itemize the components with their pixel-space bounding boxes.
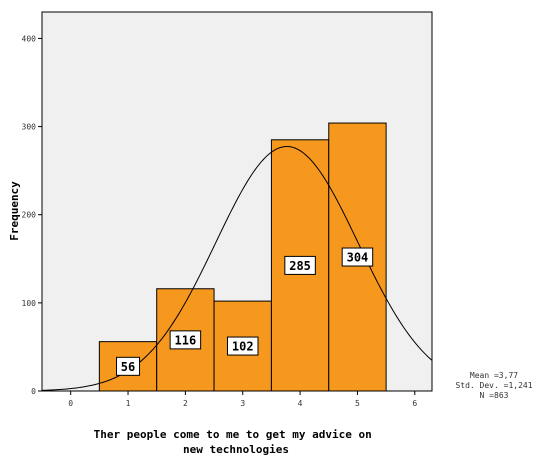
x-axis: 0 1 2 3 4 5 6 bbox=[68, 391, 417, 408]
data-label-4: 285 bbox=[284, 255, 316, 275]
data-label-2: 116 bbox=[169, 330, 202, 350]
data-label-text: 304 bbox=[347, 251, 369, 265]
x-axis-title-line-2: new technologies bbox=[183, 443, 289, 456]
y-tick-label: 300 bbox=[22, 123, 37, 132]
x-tick-label: 1 bbox=[126, 399, 131, 408]
y-tick-label: 200 bbox=[22, 211, 37, 220]
data-label-text: 56 bbox=[121, 360, 135, 374]
y-tick-label: 100 bbox=[22, 299, 37, 308]
x-axis-title-line-1: Ther people come to me to get my advice … bbox=[94, 428, 372, 441]
data-label-text: 116 bbox=[175, 333, 197, 347]
data-label-1: 56 bbox=[116, 356, 141, 376]
x-tick-label: 2 bbox=[183, 399, 188, 408]
data-label-box bbox=[341, 247, 374, 267]
stat-n: N =863 bbox=[479, 391, 509, 400]
x-tick-label: 4 bbox=[298, 399, 303, 408]
data-labels-group: 56 116 102 285 304 bbox=[116, 247, 374, 376]
data-label-5: 304 bbox=[341, 247, 374, 267]
data-label-box bbox=[284, 255, 316, 275]
statistics-legend: Mean =3,77 Std. Dev. =1,241 N =863 bbox=[440, 371, 548, 401]
x-axis-title: Ther people come to me to get my advice … bbox=[94, 428, 379, 456]
data-label-text: 285 bbox=[289, 259, 311, 273]
stat-std-dev: Std. Dev. =1,241 bbox=[455, 381, 533, 390]
x-tick-label: 6 bbox=[412, 399, 417, 408]
y-tick-label: 400 bbox=[22, 34, 37, 43]
x-tick-label: 3 bbox=[240, 399, 245, 408]
x-tick-label: 5 bbox=[355, 399, 360, 408]
x-tick-label: 0 bbox=[68, 399, 73, 408]
data-label-3: 102 bbox=[226, 336, 259, 356]
stat-mean: Mean =3,77 bbox=[469, 371, 519, 380]
data-label-box bbox=[169, 330, 202, 350]
data-label-text: 102 bbox=[232, 340, 254, 354]
data-label-box bbox=[116, 356, 141, 376]
data-label-box bbox=[226, 336, 259, 356]
y-tick-label: 0 bbox=[31, 387, 36, 396]
y-axis-title: Frequency bbox=[8, 181, 21, 241]
y-axis: 0 100 200 300 400 bbox=[22, 34, 42, 396]
